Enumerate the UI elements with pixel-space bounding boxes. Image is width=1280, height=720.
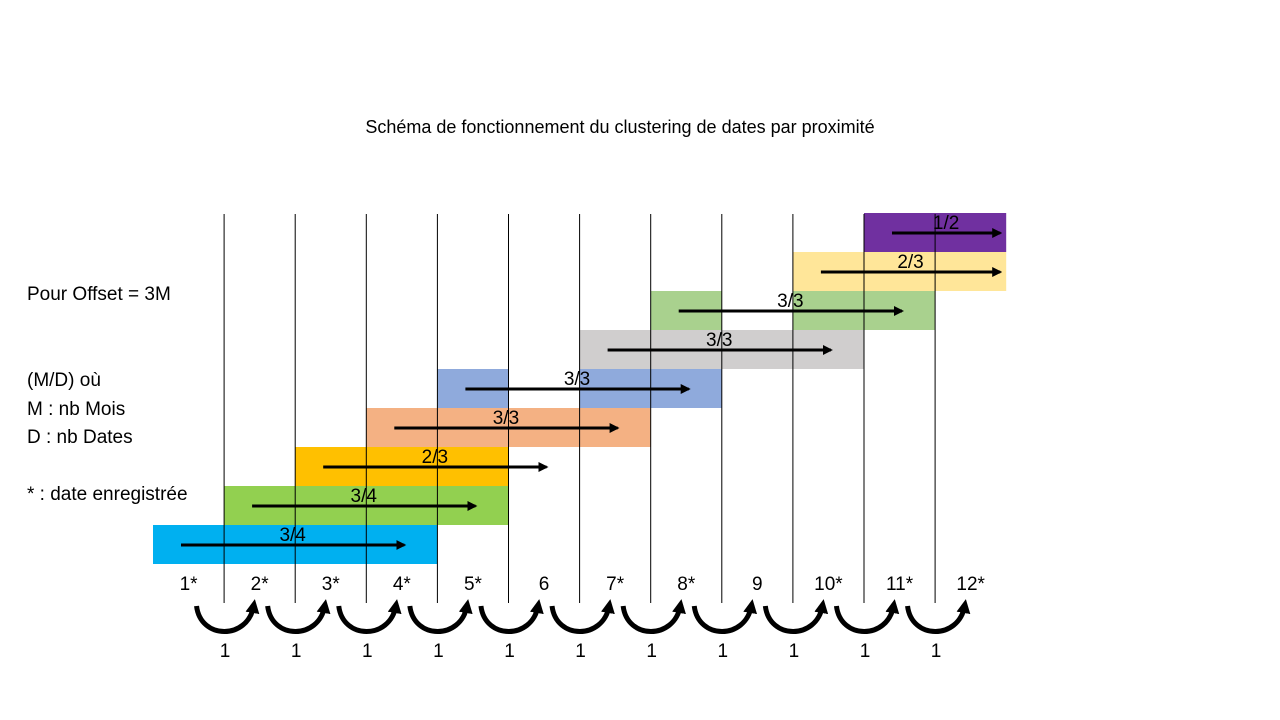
- gap-label: 1: [646, 641, 657, 662]
- cluster-ratio-label: 2/3: [897, 252, 923, 273]
- gap-label: 1: [433, 641, 444, 662]
- legend-m-definition: M : nb Mois: [27, 399, 126, 420]
- gap-label: 1: [931, 641, 942, 662]
- cluster-ratio-label: 3/4: [279, 525, 306, 546]
- month-label: 6: [539, 574, 550, 595]
- diagram-title: Schéma de fonctionnement du clustering d…: [365, 117, 875, 137]
- gap-label: 1: [718, 641, 729, 662]
- cluster-ratio-label: 1/2: [933, 213, 959, 234]
- month-label: 4*: [393, 574, 412, 595]
- month-label: 12*: [956, 574, 985, 595]
- cluster-ratio-label: 3/3: [706, 330, 732, 351]
- cluster-ratio-label: 3/3: [777, 291, 803, 312]
- cluster-ratio-label: 3/3: [564, 369, 590, 390]
- gap-curve-arrow: [194, 599, 260, 634]
- legend-offset: Pour Offset = 3M: [27, 284, 171, 305]
- cluster-ratio-label: 2/3: [422, 447, 448, 468]
- gap-curve-arrow: [407, 599, 473, 634]
- legend-d-definition: D : nb Dates: [27, 427, 133, 448]
- month-label: 10*: [814, 574, 843, 595]
- legend-star-definition: * : date enregistrée: [27, 484, 188, 505]
- gap-label: 1: [575, 641, 586, 662]
- month-label: 5*: [464, 574, 483, 595]
- month-label: 1*: [180, 574, 199, 595]
- gap-curve-arrow: [905, 599, 971, 634]
- gap-curve-arrow: [833, 599, 900, 634]
- cluster-ratio-label: 3/4: [351, 486, 378, 507]
- gap-label: 1: [789, 641, 800, 662]
- month-label: 7*: [606, 574, 625, 595]
- legend-format: (M/D) où: [27, 370, 101, 391]
- month-label: 2*: [251, 574, 270, 595]
- month-label: 8*: [677, 574, 696, 595]
- gap-curve-arrow: [478, 599, 544, 634]
- cluster-ratio-label: 3/3: [493, 408, 519, 429]
- gap-label: 1: [291, 641, 302, 662]
- gap-curve-arrow: [620, 599, 686, 634]
- gap-curve-arrow: [762, 599, 829, 634]
- month-label: 3*: [322, 574, 341, 595]
- gap-label: 1: [504, 641, 515, 662]
- gap-curve-arrow: [265, 599, 331, 634]
- gap-curve-arrow: [691, 599, 758, 634]
- gap-label: 1: [860, 641, 871, 662]
- month-label: 11*: [886, 574, 914, 595]
- gap-label: 1: [362, 641, 373, 662]
- month-label: 9: [752, 574, 763, 595]
- gap-curve-arrow: [336, 599, 402, 634]
- gap-label: 1: [220, 641, 231, 662]
- gap-curve-arrow: [549, 599, 615, 634]
